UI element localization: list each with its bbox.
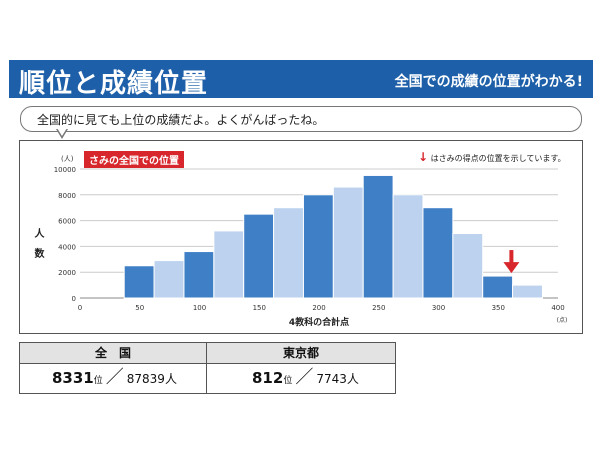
- x-tick-label: 350: [492, 304, 505, 312]
- x-axis-label: 4教科の合計点: [289, 316, 349, 328]
- page-title: 順位と成績位置: [19, 69, 209, 99]
- slash-divider: ／: [295, 367, 314, 388]
- down-arrow-icon: ↓: [418, 150, 429, 164]
- page-subtitle: 全国での成績の位置がわかる!: [394, 74, 583, 90]
- speech-bubble-tail-inner: [57, 128, 67, 136]
- y-tick-label: 8000: [58, 192, 76, 200]
- nation-total: 87839人: [126, 372, 177, 386]
- score-marker-arrow-icon: [503, 262, 520, 274]
- x-tick-label: 50: [135, 304, 144, 312]
- x-tick-label: 100: [193, 304, 206, 312]
- x-axis-unit: (点): [557, 316, 568, 324]
- y-axis-unit: (人): [61, 155, 74, 163]
- histogram-bar: [332, 186, 364, 299]
- x-tick-label: 250: [372, 304, 385, 312]
- legend-tag: さみの全国での位置: [84, 151, 184, 168]
- nation-header: 全 国: [20, 343, 206, 364]
- histogram-bar: [273, 207, 304, 299]
- histogram-bar: [153, 260, 185, 299]
- nation-rank-suffix: 位: [93, 376, 103, 386]
- nation-rank: 8331: [52, 369, 94, 387]
- score-marker-stem: [509, 250, 514, 265]
- rank-table: 全 国 東京都 8331位／ 87839人 812位／ 7743人: [19, 342, 396, 394]
- tokyo-header: 東京都: [207, 343, 395, 364]
- legend-note-text: はさみの得点の位置を示しています。: [430, 154, 566, 163]
- x-tick-label: 200: [312, 304, 325, 312]
- tokyo-rank: 812: [252, 369, 284, 387]
- histogram-bar: [213, 230, 245, 299]
- speech-bubble-text: 全国的に見ても上位の成績だよ。よくがんばったね。: [37, 113, 325, 127]
- histogram-bar: [362, 174, 394, 299]
- histogram-bar: [422, 207, 454, 299]
- histogram-bar: [302, 194, 334, 299]
- histogram-bar: [452, 233, 484, 299]
- nation-rank-cell: 8331位／ 87839人: [52, 365, 177, 391]
- histogram-bar: [183, 251, 215, 299]
- tokyo-total: 7743人: [316, 372, 359, 386]
- y-tick-label: 6000: [58, 218, 76, 226]
- slash-divider: ／: [105, 367, 124, 388]
- histogram-bar: [392, 194, 424, 299]
- header-bar: 順位と成績位置 全国での成績の位置がわかる!: [9, 60, 593, 99]
- x-tick-label: 400: [551, 304, 564, 312]
- histogram-bar: [243, 213, 275, 299]
- y-tick-label: 10000: [54, 166, 76, 174]
- table-divider: [206, 343, 207, 393]
- x-tick-label: 0: [78, 304, 82, 312]
- y-tick-label: 0: [72, 295, 76, 303]
- y-tick-label: 2000: [58, 269, 76, 277]
- speech-bubble: 全国的に見ても上位の成績だよ。よくがんばったね。: [20, 106, 582, 132]
- y-tick-label: 4000: [58, 243, 76, 251]
- tokyo-rank-cell: 812位／ 7743人: [252, 365, 359, 391]
- legend-note: ↓ はさみの得点の位置を示しています。: [418, 150, 566, 164]
- histogram-bar: [482, 275, 514, 299]
- x-tick-label: 300: [432, 304, 445, 312]
- tokyo-rank-suffix: 位: [283, 376, 293, 386]
- x-tick-label: 150: [253, 304, 266, 312]
- y-axis-label: 人数: [32, 228, 43, 268]
- histogram-bar: [512, 284, 543, 299]
- histogram-bar: [123, 265, 155, 299]
